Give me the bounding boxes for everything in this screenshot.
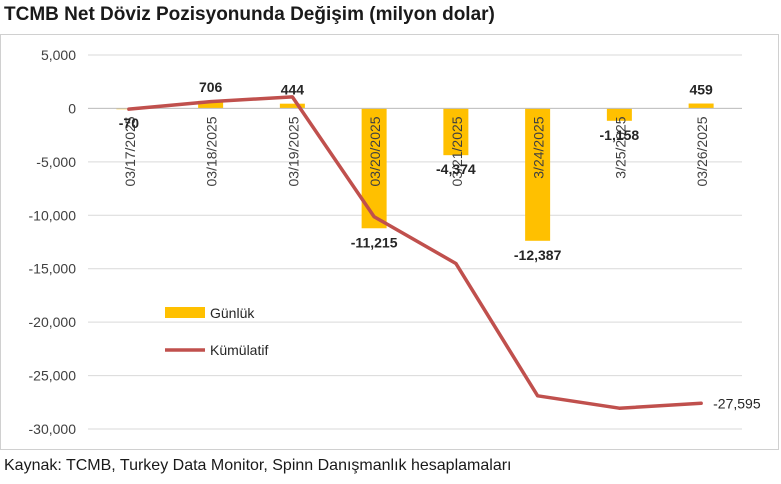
cumulative-line <box>127 95 703 410</box>
x-tick-label: 3/24/2025 <box>531 116 547 178</box>
y-tick-label: -10,000 <box>29 207 77 223</box>
bar <box>443 108 469 156</box>
chart-frame <box>0 34 779 450</box>
legend-label-cumulative: Kümülatif <box>210 342 268 358</box>
cumulative-point <box>699 401 703 405</box>
bar <box>361 108 387 229</box>
bar <box>525 108 551 241</box>
cumulative-point <box>536 394 540 398</box>
y-tick-label: -15,000 <box>29 261 77 277</box>
y-tick-label: -30,000 <box>29 421 77 437</box>
y-tick-label: 0 <box>68 100 76 116</box>
cumulative-point <box>617 406 621 410</box>
cumulative-point <box>127 107 131 111</box>
x-tick-label: 03/18/2025 <box>204 116 220 186</box>
chart-title: TCMB Net Döviz Pozisyonunda Değişim (mil… <box>4 4 495 25</box>
cumulative-point <box>209 100 213 104</box>
legend-swatch-daily <box>165 307 205 318</box>
chart-plot: 5,000 0 -5,000 -10,000 -15,000 -20,000 -25,000… <box>29 47 761 437</box>
y-tick-label: -5,000 <box>36 154 76 170</box>
bar <box>688 103 714 109</box>
y-tick-label: -25,000 <box>29 368 77 384</box>
legend-label-daily: Günlük <box>210 305 255 321</box>
cumulative-point <box>454 261 458 265</box>
bar-data-label: -70 <box>119 115 139 131</box>
x-tick-label: 03/17/2025 <box>122 116 138 186</box>
chart-source: Kaynak: TCMB, Turkey Data Monitor, Spinn… <box>4 457 512 474</box>
bar-data-label: -11,215 <box>351 234 398 250</box>
x-tick-label: 3/25/2025 <box>612 116 628 178</box>
bar-data-label: 444 <box>281 82 305 98</box>
bar-data-label: -1,158 <box>600 127 640 143</box>
bar-data-label: 706 <box>199 79 223 95</box>
x-tick-label: 03/20/2025 <box>367 116 383 186</box>
bar <box>198 100 224 109</box>
bar-data-label: -4,374 <box>436 161 476 177</box>
x-tick-label: 03/26/2025 <box>694 116 710 186</box>
cumulative-point <box>290 95 294 99</box>
x-tick-label: 03/21/2025 <box>449 116 465 186</box>
cumulative-end-label: -27,595 <box>713 395 761 411</box>
bar <box>606 108 632 121</box>
bar-data-label: -12,387 <box>514 247 562 263</box>
cumulative-point <box>372 215 376 219</box>
bar <box>279 103 305 109</box>
x-tick-label: 03/19/2025 <box>285 116 301 186</box>
y-tick-label: 5,000 <box>41 47 76 63</box>
y-tick-label: -20,000 <box>29 314 77 330</box>
bar-data-label: 459 <box>689 82 713 98</box>
